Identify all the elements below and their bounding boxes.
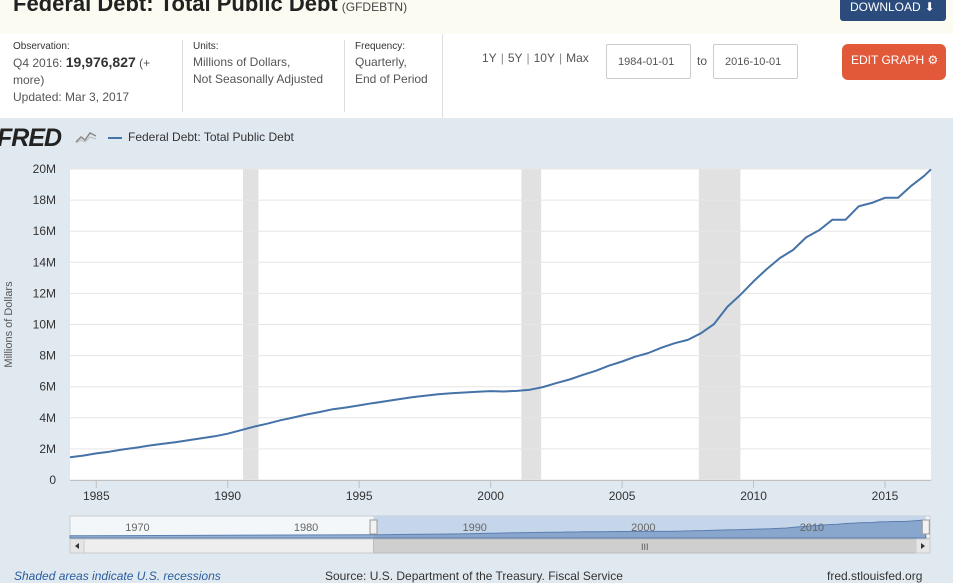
y-axis-title: Millions of Dollars (3, 281, 15, 368)
y-tick-label: 10M (33, 318, 56, 332)
observation-panel: Observation: Q4 2016: 19,976,827 (+ more… (13, 40, 183, 112)
range-10y-link[interactable]: 10Y (533, 51, 555, 65)
navigator-label: 1990 (462, 522, 486, 534)
y-tick-label: 20M (33, 162, 56, 176)
x-tick-label: 2010 (740, 489, 767, 503)
series-title: Federal Debt: Total Public Debt (GFDEBTN) (13, 0, 408, 16)
download-button[interactable]: DOWNLOAD ⬇ (840, 0, 946, 21)
navigator-handle[interactable] (921, 519, 930, 535)
end-date-input[interactable]: 2016-10-01 (713, 44, 798, 79)
navigator-handle[interactable] (369, 519, 378, 535)
fred-logo: FRED (0, 124, 62, 152)
observation-value: 19,976,827 (65, 54, 136, 70)
y-tick-label: 6M (39, 380, 56, 394)
range-links: 1Y | 5Y | 10Y | Max (482, 51, 589, 65)
y-tick-label: 4M (39, 411, 56, 425)
range-1y-link[interactable]: 1Y (482, 51, 497, 65)
to-label: to (697, 54, 708, 68)
units-value-line1: Millions of Dollars, (193, 55, 291, 69)
frequency-value-line1: Quarterly, (355, 55, 407, 69)
scrollbar-grip: III (641, 542, 649, 552)
start-date-input[interactable]: 1984-01-01 (606, 44, 691, 79)
navigator-label: 2000 (631, 522, 655, 534)
units-value-line2: Not Seasonally Adjusted (193, 72, 324, 86)
legend-swatch (108, 136, 122, 139)
range-5y-link[interactable]: 5Y (507, 51, 523, 65)
frequency-panel: Frequency: Quarterly, End of Period (344, 40, 442, 112)
observation-more-link[interactable]: (+ more) (13, 56, 151, 87)
x-tick-label: 1995 (346, 489, 373, 503)
x-tick-label: 2015 (872, 489, 899, 503)
navigator-series-area (69, 519, 927, 539)
download-icon: ⬇ (924, 0, 935, 14)
x-tick-label: 1990 (214, 489, 241, 503)
scroll-left-icon (75, 543, 79, 549)
y-tick-label: 18M (33, 193, 56, 207)
frequency-value-line2: End of Period (355, 72, 428, 86)
series-id: (GFDEBTN) (341, 0, 408, 14)
title-bar: Federal Debt: Total Public Debt (GFDEBTN)… (0, 0, 953, 34)
edit-graph-button[interactable]: EDIT GRAPH ⚙ (842, 44, 946, 80)
info-bar: Observation: Q4 2016: 19,976,827 (+ more… (0, 34, 953, 118)
navigator-label: 1980 (294, 522, 318, 534)
x-tick-label: 2000 (477, 489, 504, 503)
recession-note: Shaded areas indicate U.S. recessions (14, 569, 221, 583)
units-label: Units: (193, 41, 219, 52)
chart-legend: Federal Debt: Total Public Debt (108, 130, 294, 144)
navigator-label: 1970 (125, 522, 149, 534)
gear-icon: ⚙ (927, 53, 939, 67)
units-panel: Units: Millions of Dollars, Not Seasonal… (182, 40, 342, 112)
observation-period: Q4 2016: (13, 56, 63, 70)
divider (442, 34, 443, 118)
legend-label: Federal Debt: Total Public Debt (128, 130, 294, 144)
y-tick-label: 16M (33, 224, 56, 238)
x-tick-label: 1985 (83, 489, 110, 503)
navigator-label: 2010 (800, 522, 824, 534)
x-tick-label: 2005 (609, 489, 636, 503)
updated-date: Updated: Mar 3, 2017 (13, 90, 130, 104)
scroll-right-icon (921, 543, 925, 549)
y-tick-label: 8M (39, 349, 56, 363)
y-tick-label: 0 (49, 473, 56, 487)
series-line (69, 168, 932, 459)
y-tick-label: 14M (33, 255, 56, 269)
chart-svg: 0 2M 4M 6M 8M 10M 12M 14M 16M 18M 20M Millions of D… (3, 162, 932, 554)
fred-logo-chart-icon (75, 132, 97, 144)
download-label: DOWNLOAD (850, 0, 921, 14)
edit-graph-label: EDIT GRAPH (851, 53, 925, 67)
y-tick-label: 12M (33, 286, 56, 300)
frequency-label: Frequency: (355, 41, 406, 52)
source-text: Source: U.S. Department of the Treasury.… (325, 569, 623, 583)
site-link[interactable]: fred.stlouisfed.org (827, 569, 923, 583)
y-tick-label: 2M (39, 442, 56, 456)
range-max-link[interactable]: Max (566, 51, 589, 65)
observation-label: Observation: (13, 41, 70, 52)
